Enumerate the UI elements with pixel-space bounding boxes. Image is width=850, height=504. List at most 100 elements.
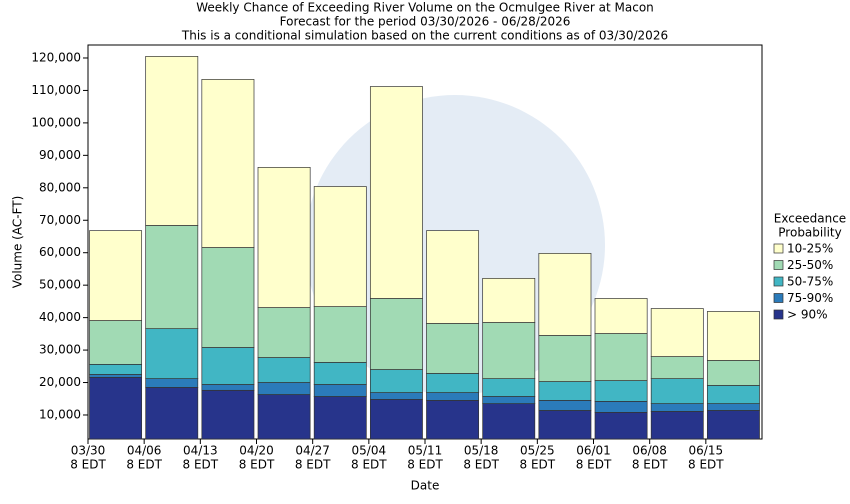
- y-tick-label: 30,000: [39, 343, 81, 357]
- x-tick-label: 8 EDT: [295, 458, 331, 472]
- bar-segment: [482, 396, 536, 404]
- bar-segment: [369, 399, 423, 440]
- bar-segment: [538, 381, 592, 401]
- bar-segment: [594, 298, 648, 334]
- y-tick-label: 20,000: [39, 375, 81, 389]
- bar-segment: [426, 400, 480, 440]
- bar-segment: [650, 411, 704, 440]
- x-axis-label: Date: [411, 479, 440, 493]
- bar-segment: [482, 403, 536, 440]
- x-tick-label: 8 EDT: [239, 458, 275, 472]
- y-tick-label: 100,000: [31, 115, 81, 129]
- x-tick-label: 05/11: [408, 444, 443, 458]
- x-tick-label: 8 EDT: [351, 458, 387, 472]
- bar-segment: [594, 333, 648, 381]
- x-tick-label: 04/27: [295, 444, 330, 458]
- y-tick-label: 50,000: [39, 278, 81, 292]
- x-tick-label: 8 EDT: [632, 458, 668, 472]
- y-tick-label: 110,000: [31, 83, 81, 97]
- y-tick-label: 40,000: [39, 310, 81, 324]
- legend-swatch: [773, 243, 784, 254]
- bar-segment: [706, 360, 760, 386]
- bar-segment: [201, 247, 255, 348]
- bar-segment: [369, 298, 423, 370]
- bar-segment: [89, 320, 143, 365]
- bar-segment: [594, 380, 648, 402]
- x-tick-label: 05/25: [520, 444, 555, 458]
- bar-segment: [538, 253, 592, 336]
- bar-segment: [538, 410, 592, 440]
- chart-subtitle: This is a conditional simulation based o…: [181, 29, 668, 43]
- bar-segment: [650, 378, 704, 404]
- bar-segment: [257, 167, 311, 308]
- bar-segment: [313, 186, 367, 307]
- y-tick-label: 80,000: [39, 180, 81, 194]
- legend-label: 50-75%: [787, 275, 833, 289]
- bar-segment: [257, 394, 311, 440]
- y-tick-label: 90,000: [39, 148, 81, 162]
- bar-segment: [313, 306, 367, 363]
- bar-segment: [145, 56, 199, 226]
- bar-segment: [313, 362, 367, 385]
- chart-subtitle: Forecast for the period 03/30/2026 - 06/…: [280, 15, 571, 29]
- x-tick-label: 8 EDT: [407, 458, 443, 472]
- bar-segment: [482, 322, 536, 379]
- bar-segment: [594, 412, 648, 440]
- x-tick-label: 06/01: [576, 444, 611, 458]
- bar-segment: [482, 277, 536, 323]
- x-tick-label: 05/18: [464, 444, 499, 458]
- bar-segment: [145, 378, 199, 388]
- x-tick-label: 04/20: [239, 444, 274, 458]
- bar-segment: [89, 230, 143, 321]
- bar-segment: [426, 323, 480, 374]
- bar-segment: [145, 328, 199, 379]
- bar-segment: [369, 392, 423, 400]
- bar-segment: [201, 384, 255, 391]
- bar-segment: [706, 385, 760, 404]
- legend-label: 75-90%: [787, 291, 833, 305]
- bar-segment: [538, 335, 592, 382]
- legend-swatch: [773, 276, 784, 287]
- bar-segment: [257, 382, 311, 395]
- x-tick-label: 04/13: [183, 444, 218, 458]
- bar-segment: [426, 392, 480, 401]
- y-tick-label: 60,000: [39, 245, 81, 259]
- bar-segment: [706, 410, 760, 440]
- bar-segment: [257, 357, 311, 383]
- x-tick-label: 8 EDT: [126, 458, 162, 472]
- x-tick-label: 8 EDT: [463, 458, 499, 472]
- bar-segment: [706, 403, 760, 411]
- bar-segment: [257, 307, 311, 358]
- bar-segment: [538, 400, 592, 411]
- x-tick-label: 8 EDT: [70, 458, 106, 472]
- x-tick-label: 05/04: [352, 444, 387, 458]
- bar-segment: [369, 86, 423, 299]
- legend-title: Probability: [778, 226, 841, 240]
- bar-segment: [594, 401, 648, 413]
- bar-segment: [706, 311, 760, 361]
- x-tick-label: 8 EDT: [576, 458, 612, 472]
- bar-segment: [369, 369, 423, 393]
- x-tick-label: 06/08: [632, 444, 667, 458]
- x-tick-label: 8 EDT: [688, 458, 724, 472]
- bar-segment: [145, 387, 199, 440]
- bar-segment: [426, 230, 480, 324]
- bar-segment: [313, 396, 367, 440]
- legend-swatch: [773, 309, 784, 320]
- x-tick-label: 06/15: [689, 444, 724, 458]
- legend-label: 25-50%: [787, 258, 833, 272]
- bar-segment: [201, 79, 255, 248]
- legend-label: > 90%: [787, 308, 828, 322]
- y-axis-label: Volume (AC-FT): [11, 196, 25, 289]
- x-tick-label: 8 EDT: [520, 458, 556, 472]
- y-tick-label: 10,000: [39, 407, 81, 421]
- y-tick-label: 120,000: [31, 50, 81, 64]
- bar-segment: [426, 373, 480, 393]
- x-tick-label: 03/30: [71, 444, 106, 458]
- bar-segment: [650, 308, 704, 357]
- x-tick-label: 8 EDT: [183, 458, 219, 472]
- x-tick-label: 04/06: [127, 444, 162, 458]
- bar-segment: [89, 376, 143, 440]
- bar-segment: [650, 403, 704, 412]
